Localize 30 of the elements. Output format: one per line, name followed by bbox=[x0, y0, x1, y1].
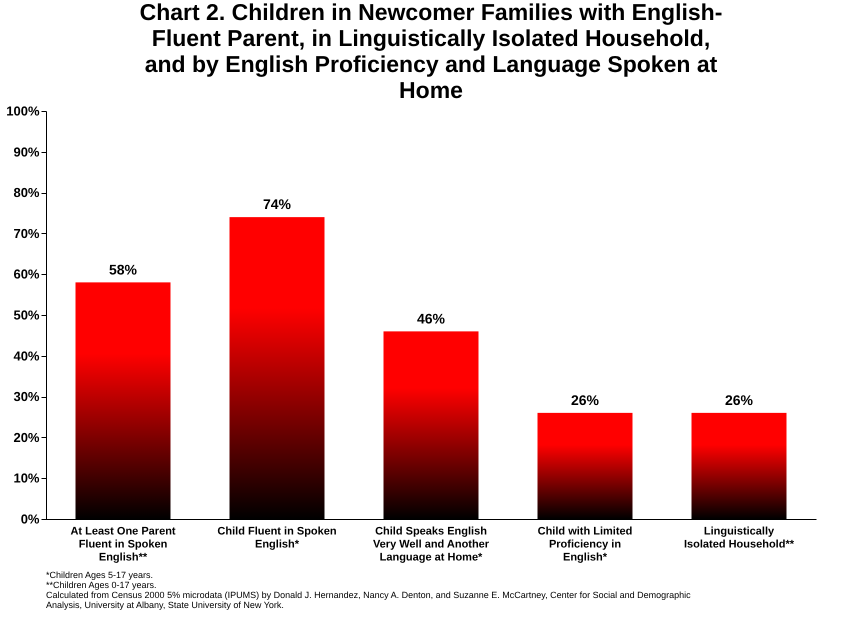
data-label: 26% bbox=[724, 392, 754, 408]
x-tick-label: Child Speaks English Very Well and Another Language at Home* bbox=[372, 526, 490, 564]
chart-title: Chart 2. Children in Newcomer Families with English-Fluent Parent, in Linguistically Isolated Household, and by English Proficiency and Language Spoken at Home bbox=[140, 0, 722, 103]
data-label: 46% bbox=[416, 310, 446, 326]
bar bbox=[384, 331, 478, 519]
y-tick-label: 10% bbox=[13, 470, 40, 486]
data-label: 58% bbox=[108, 261, 138, 278]
data-label: 74% bbox=[262, 196, 292, 212]
text: *Children Ages 5-17 years. bbox=[46, 570, 154, 580]
bar bbox=[538, 412, 632, 519]
y-tick-label: 90% bbox=[13, 144, 40, 160]
y-tick-label: 60% bbox=[13, 266, 40, 282]
data-label: 26% bbox=[570, 392, 600, 408]
y-tick-label: 0% bbox=[20, 512, 40, 526]
y-tick-label: 80% bbox=[13, 185, 40, 200]
y-tick-label: 30% bbox=[13, 389, 40, 404]
y-tick-label: 50% bbox=[13, 308, 40, 322]
x-tick-label: Child with Limited Proficiency in English* bbox=[538, 526, 632, 564]
text: **Children Ages 0-17 years. bbox=[46, 580, 157, 590]
y-tick-label: 70% bbox=[13, 226, 40, 241]
x-tick-label: Linguistically Isolated Household** bbox=[684, 526, 795, 550]
bar bbox=[76, 282, 170, 519]
x-tick-label: At Least One Parent Fluent in Spoken English** bbox=[70, 526, 176, 564]
y-tick-label: 40% bbox=[13, 348, 40, 364]
bar bbox=[230, 217, 324, 519]
x-tick-label: Child Fluent in Spoken English* bbox=[217, 526, 337, 550]
y-tick-label: 100% bbox=[6, 104, 40, 118]
text: Calculated from Census 2000 5% microdata (IPUMS) by Donald J. Hernandez, Nancy A. Denton, and Suzanne E. McCartney, Center for Social and Demographic Analysis, University at Albany, State University of New York. bbox=[46, 590, 692, 610]
bar bbox=[692, 412, 786, 519]
y-tick-label: 20% bbox=[13, 430, 40, 445]
